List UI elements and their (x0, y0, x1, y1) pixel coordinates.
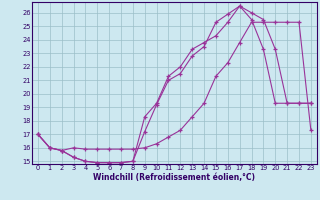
X-axis label: Windchill (Refroidissement éolien,°C): Windchill (Refroidissement éolien,°C) (93, 173, 255, 182)
